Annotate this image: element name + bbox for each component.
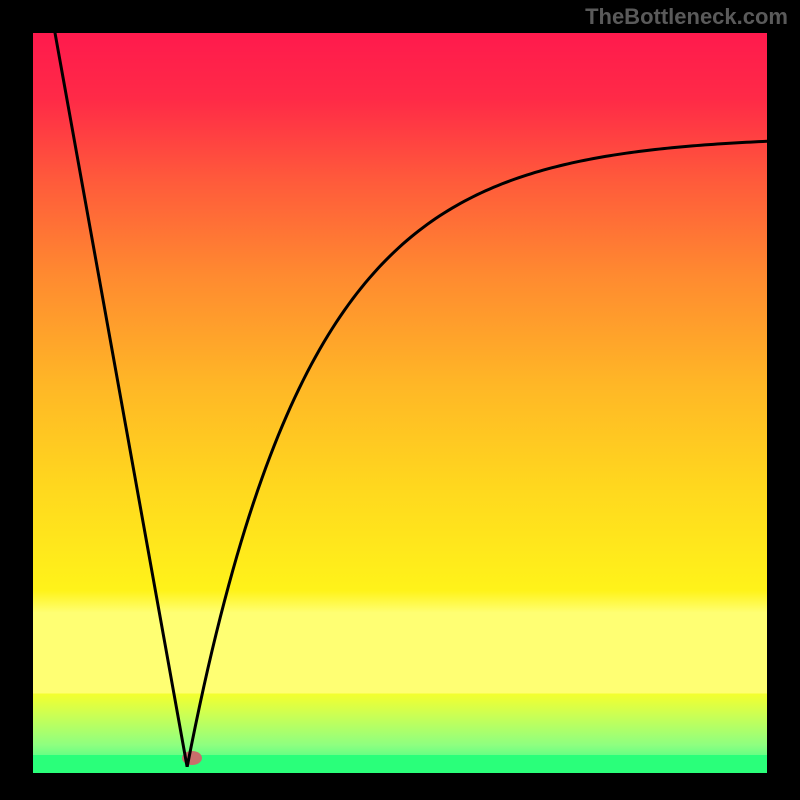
bottleneck-curve [33, 33, 767, 767]
chart-stage: TheBottleneck.com [0, 0, 800, 800]
gradient-plot-area [30, 30, 770, 770]
watermark-text: TheBottleneck.com [585, 4, 788, 30]
